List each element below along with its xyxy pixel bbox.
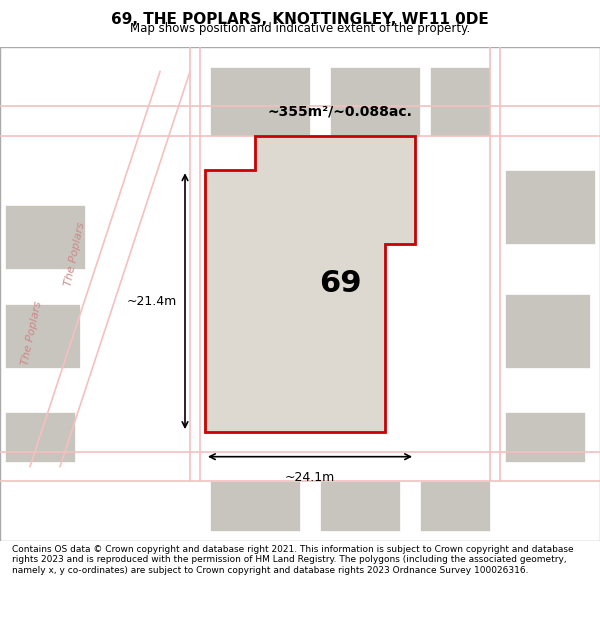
Bar <box>330 67 420 136</box>
Bar <box>210 481 300 531</box>
Text: ~355m²/~0.088ac.: ~355m²/~0.088ac. <box>268 104 412 118</box>
Bar <box>420 481 490 531</box>
Text: ~24.1m: ~24.1m <box>285 471 335 484</box>
Text: The Poplars: The Poplars <box>20 301 44 366</box>
Bar <box>5 412 75 462</box>
Text: The Poplars: The Poplars <box>64 221 86 287</box>
Bar <box>505 294 590 368</box>
Text: 69: 69 <box>319 269 361 298</box>
Bar <box>505 412 585 462</box>
Text: Map shows position and indicative extent of the property.: Map shows position and indicative extent… <box>130 22 470 35</box>
Bar <box>320 481 400 531</box>
Text: 69, THE POPLARS, KNOTTINGLEY, WF11 0DE: 69, THE POPLARS, KNOTTINGLEY, WF11 0DE <box>111 12 489 27</box>
Bar <box>505 171 595 244</box>
Bar <box>5 304 80 368</box>
Text: Contains OS data © Crown copyright and database right 2021. This information is : Contains OS data © Crown copyright and d… <box>12 545 574 574</box>
Bar <box>0 47 600 541</box>
Bar <box>430 67 490 136</box>
Bar <box>210 67 310 136</box>
Polygon shape <box>205 136 415 432</box>
Text: ~21.4m: ~21.4m <box>127 294 177 308</box>
Bar <box>5 205 85 269</box>
